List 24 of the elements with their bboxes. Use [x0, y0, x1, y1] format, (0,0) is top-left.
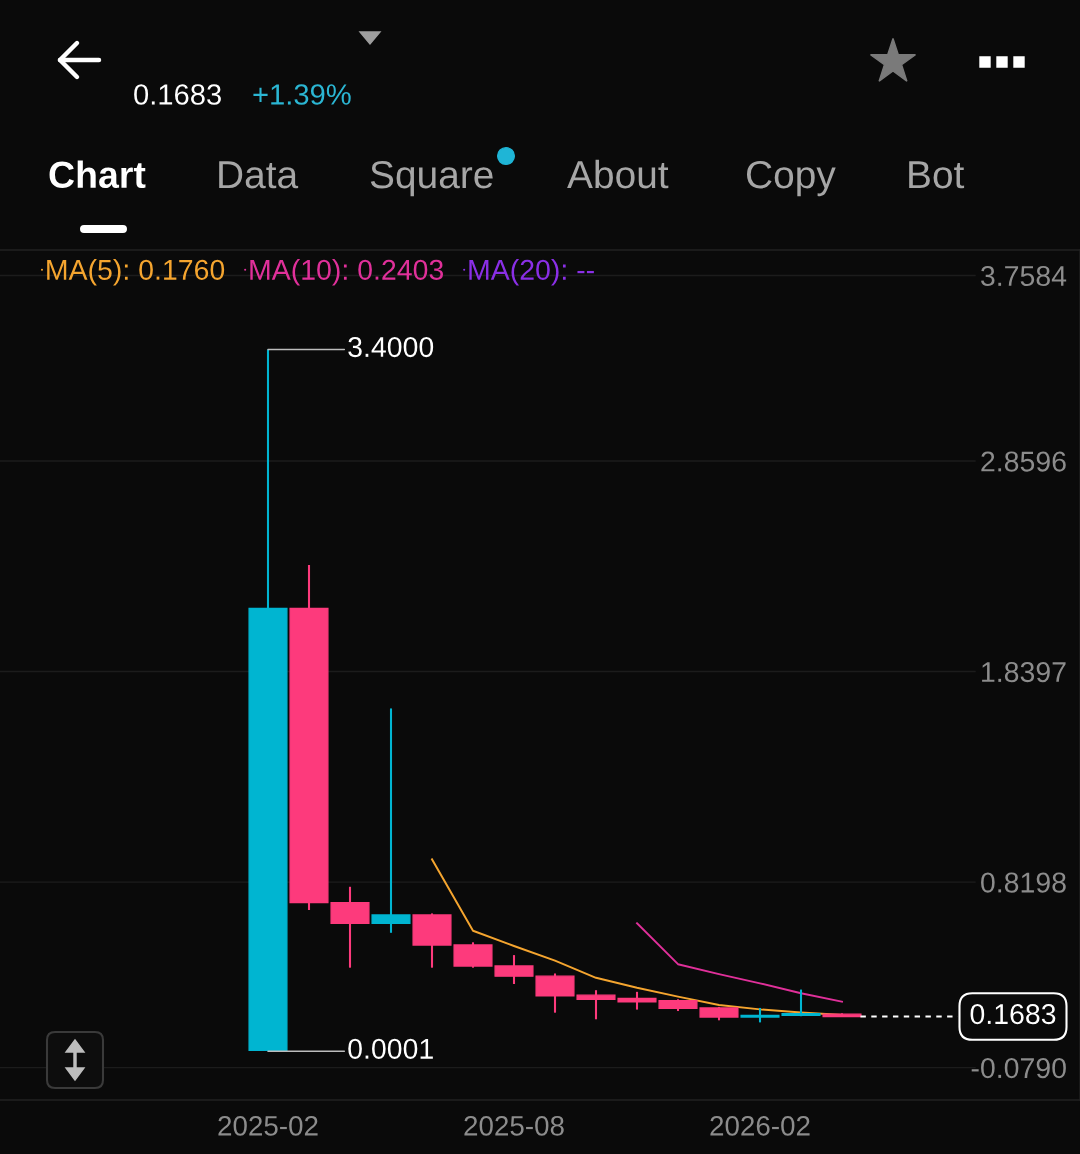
legend-label: MA(10): 0.2403	[250, 259, 444, 286]
y-tick-label: 1.8397	[982, 661, 1066, 683]
x-tick-label: 2025-08	[464, 1116, 564, 1136]
y-tick-label: 3.7584	[981, 265, 1067, 287]
x-tick-label: 2026-02	[710, 1116, 810, 1136]
y-tick-label: 0.8198	[981, 872, 1066, 893]
candlestick	[371, 707, 411, 934]
text: +1.39%	[253, 84, 351, 105]
annotation: 0.0001	[348, 1038, 433, 1059]
text: About	[567, 159, 669, 189]
legend-label: MA(5): 0.1760	[47, 259, 225, 286]
annotation: 3.4000	[348, 336, 434, 358]
text: Chart	[49, 160, 146, 189]
x-tick-label: 2025-02	[218, 1116, 318, 1136]
y-tick-label: 2.8596	[981, 451, 1066, 472]
text: Square	[370, 160, 493, 197]
text: Bot	[909, 161, 965, 189]
text: Data	[219, 161, 299, 189]
y-tick-label: -0.0790	[971, 1058, 1066, 1079]
ref-line-label: 0.1683	[970, 1004, 1056, 1025]
text: Copy	[746, 160, 836, 197]
legend-label: MA(20): --	[469, 259, 594, 286]
line-series	[636, 922, 843, 1003]
text: 0.1683	[134, 84, 221, 105]
